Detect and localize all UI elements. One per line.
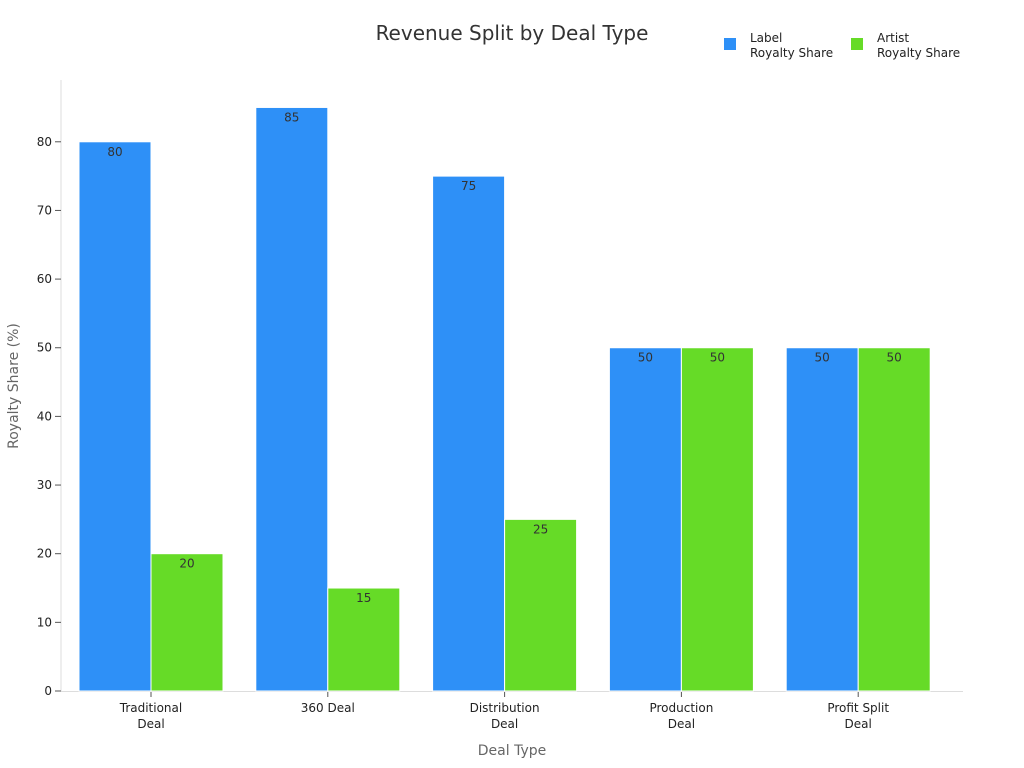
x-axis: Traditional Deal 360 Deal Distribution Deal P…	[61, 691, 963, 731]
bar	[150, 553, 224, 692]
bar	[432, 175, 506, 692]
y-tick-label: 10	[37, 615, 52, 629]
y-tick-label: 50	[37, 341, 52, 355]
bar	[327, 587, 401, 692]
legend: Label Royalty Share Artist Royalty Share	[724, 31, 960, 60]
data-label: 85	[284, 110, 299, 124]
data-label: 80	[107, 145, 122, 159]
x-tick-label: Distribution Deal	[470, 701, 540, 731]
bar	[785, 347, 859, 692]
bar	[78, 141, 152, 692]
x-tick-label: Traditional Deal	[119, 701, 182, 731]
y-tick-label: 30	[37, 478, 52, 492]
data-label: 25	[533, 522, 548, 536]
x-tick-label: Production Deal	[649, 701, 713, 731]
data-label: 15	[356, 591, 371, 605]
y-tick-label: 80	[37, 135, 52, 149]
legend-label: Artist Royalty Share	[877, 31, 960, 60]
x-tick-label: Profit Split Deal	[827, 701, 889, 731]
bar	[504, 518, 578, 692]
data-label: 50	[887, 351, 902, 365]
y-axis: 0 10 20 30 40 50 60 70 80	[37, 80, 62, 698]
data-labels: 80 20 85 15 75 25 50 50 50 50	[107, 110, 901, 605]
y-tick-label: 70	[37, 203, 52, 217]
bar	[255, 106, 329, 692]
y-tick-label: 0	[44, 684, 52, 698]
legend-swatch	[724, 38, 736, 50]
data-label: 50	[815, 351, 830, 365]
bar	[857, 347, 931, 692]
y-tick-label: 20	[37, 547, 52, 561]
data-label: 20	[179, 557, 194, 571]
legend-swatch	[851, 38, 863, 50]
data-label: 50	[638, 351, 653, 365]
data-label: 75	[461, 179, 476, 193]
bar	[608, 347, 682, 692]
y-tick-label: 60	[37, 272, 52, 286]
legend-label: Label Royalty Share	[750, 31, 833, 60]
y-tick-label: 40	[37, 409, 52, 423]
y-axis-title: Royalty Share (%)	[6, 323, 22, 449]
x-tick-label: 360 Deal	[301, 701, 355, 715]
data-label: 50	[710, 351, 725, 365]
bars	[78, 106, 931, 692]
x-axis-title: Deal Type	[478, 743, 546, 759]
bar	[680, 347, 754, 692]
chart-title: Revenue Split by Deal Type	[376, 21, 649, 45]
